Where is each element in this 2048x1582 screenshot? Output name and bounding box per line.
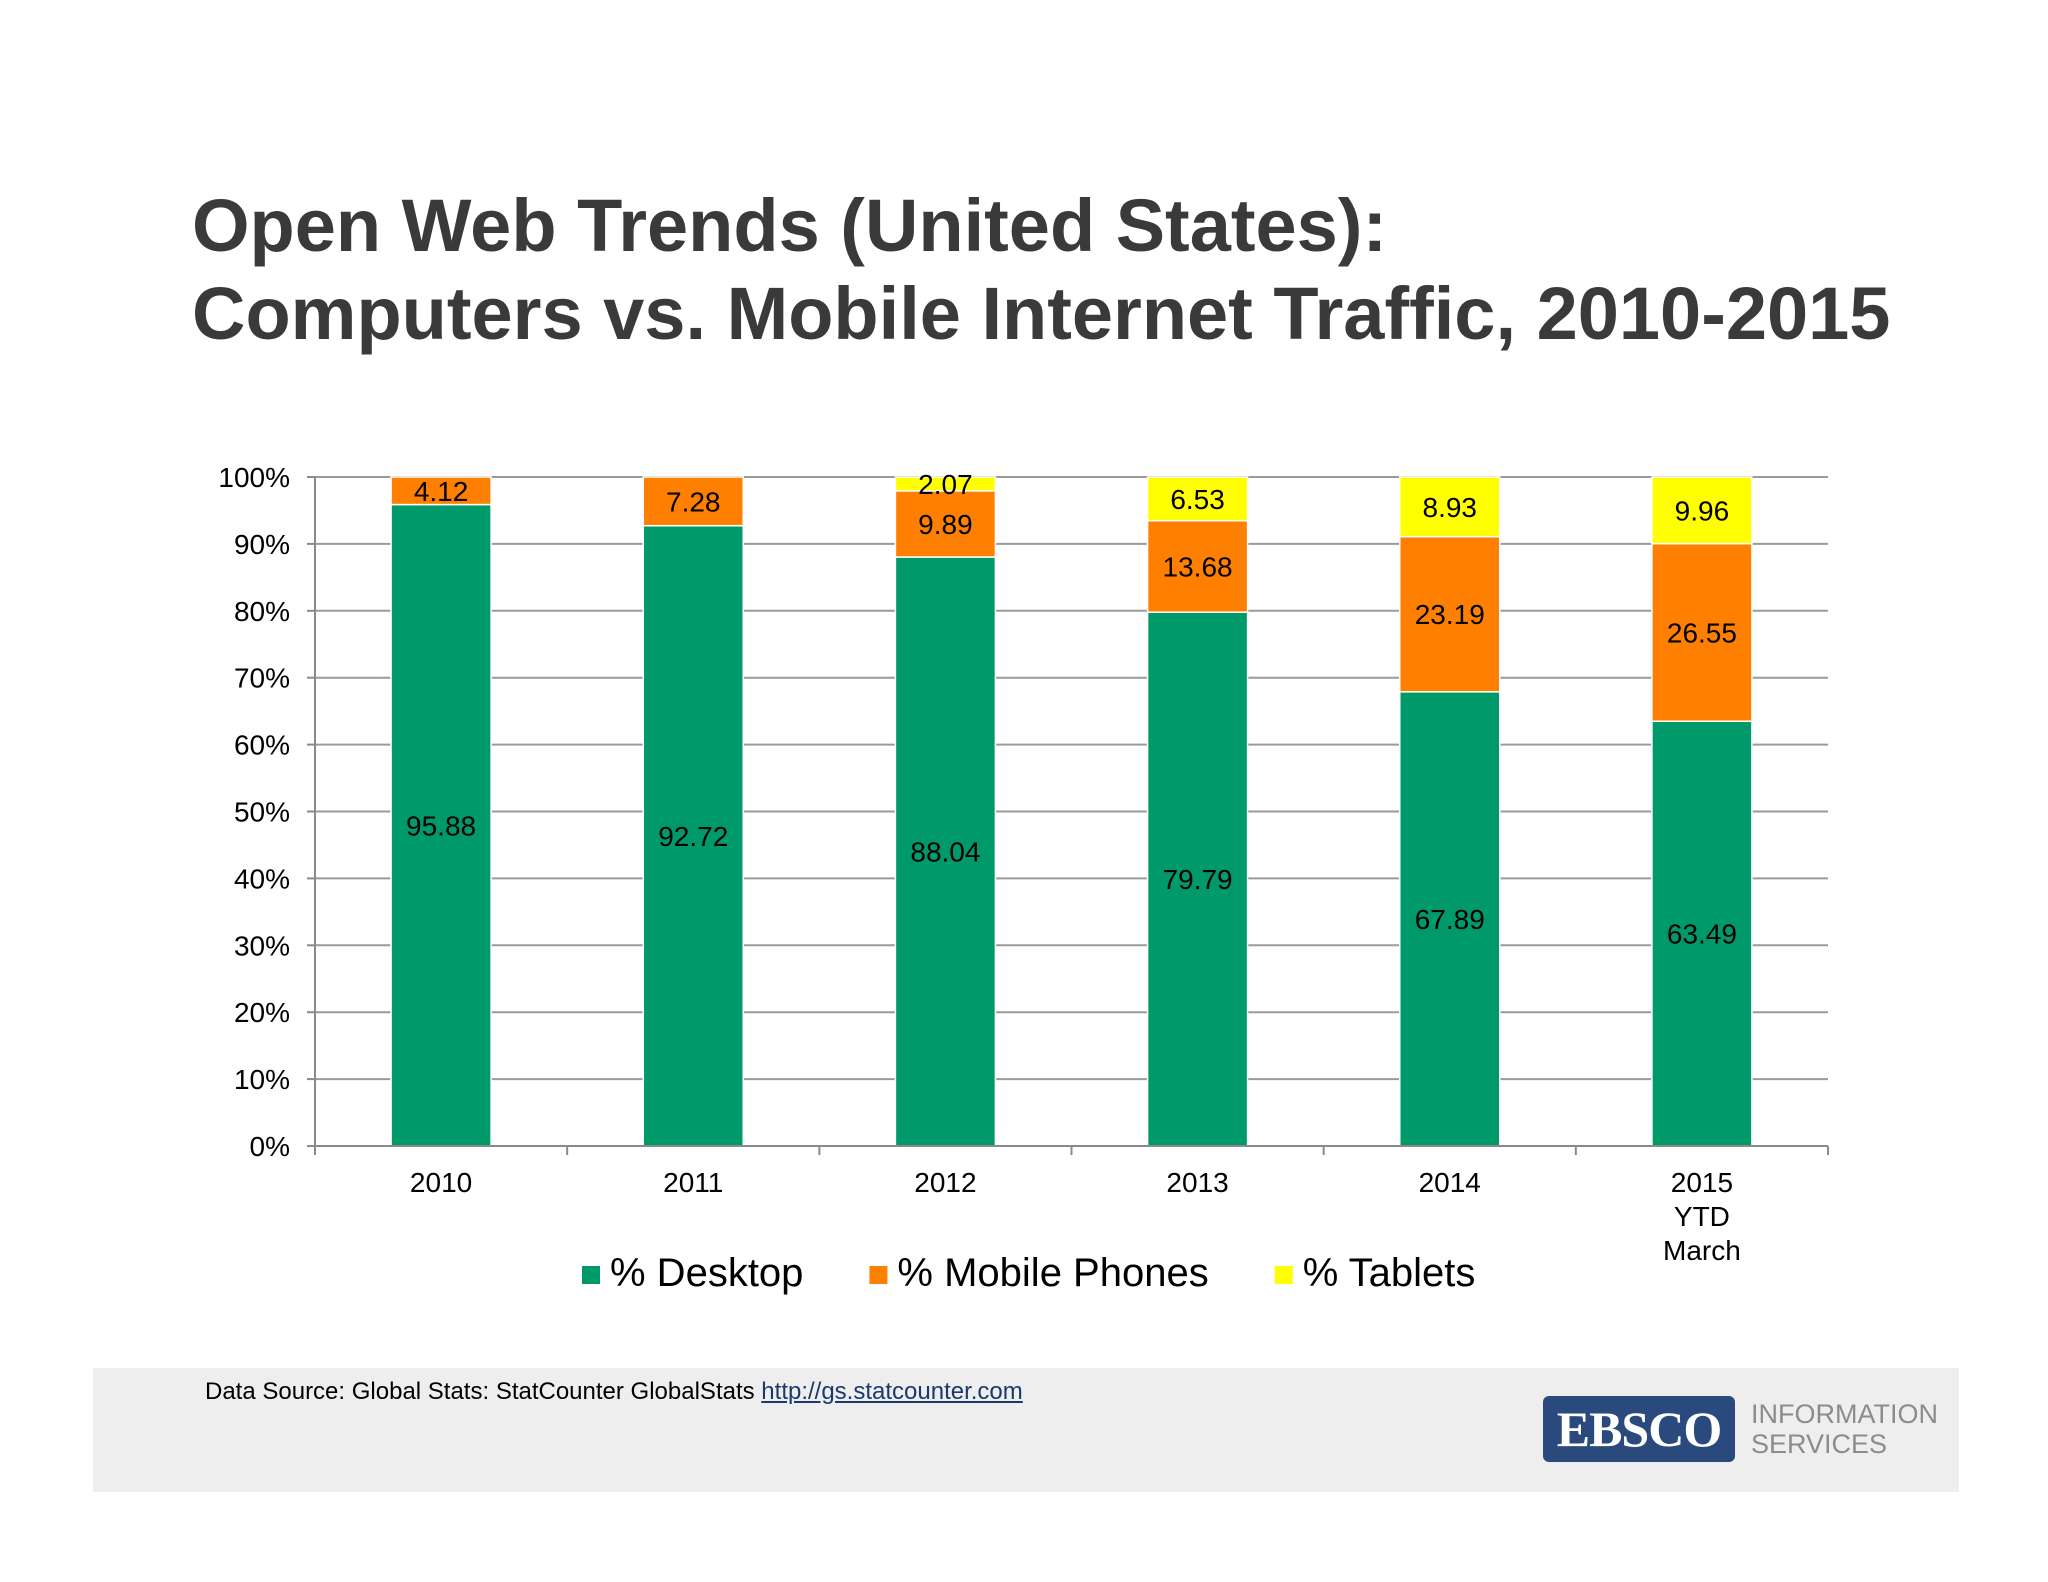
logo-tagline-line-2: SERVICES xyxy=(1751,1429,1888,1459)
y-tick-label: 40% xyxy=(234,863,290,894)
legend-label: % Tablets xyxy=(1303,1251,1476,1295)
data-label: 95.88 xyxy=(406,810,476,841)
data-label: 88.04 xyxy=(910,837,980,868)
legend: % Desktop % Mobile Phones % Tablets xyxy=(582,1251,1475,1295)
x-tick-label: March xyxy=(1663,1235,1741,1266)
legend-label: % Mobile Phones xyxy=(897,1251,1208,1295)
bar-segment xyxy=(1399,691,1501,1147)
y-tick-label: 80% xyxy=(234,596,290,627)
x-tick-label: 2012 xyxy=(914,1167,976,1198)
bar-segment xyxy=(642,476,744,527)
y-tick-label: 50% xyxy=(234,797,290,828)
data-source-link[interactable]: http://gs.statcounter.com xyxy=(761,1378,1023,1405)
data-label: 67.89 xyxy=(1415,904,1485,935)
bar-segment xyxy=(390,476,492,506)
data-label: 13.68 xyxy=(1163,551,1233,582)
data-label: 23.19 xyxy=(1415,599,1485,630)
bar-segment xyxy=(1146,476,1249,522)
data-label: 6.53 xyxy=(1170,484,1225,515)
x-tick-label: 2010 xyxy=(410,1167,472,1198)
bar-segment xyxy=(894,476,997,492)
stacked-bar-chart: 0% 10% 20% 30% 40% 50% 60% 70% 80% 90% 100% 2010 201… xyxy=(218,462,1829,1295)
y-tick-label: 100% xyxy=(218,462,290,493)
bar-segment xyxy=(1399,535,1501,693)
y-tick-label: 90% xyxy=(234,529,290,560)
x-tick-label: YTD xyxy=(1674,1201,1730,1232)
logo-wordmark: EBSCO xyxy=(1543,1396,1735,1462)
ebsco-logo: EBSCO INFORMATION SERVICES xyxy=(1543,1396,1938,1462)
title-line-1: Open Web Trends (United States): xyxy=(192,184,1388,267)
data-label: 79.79 xyxy=(1163,864,1233,895)
legend-label: % Desktop xyxy=(610,1251,803,1295)
y-tick-label: 70% xyxy=(234,663,290,694)
bar-segment xyxy=(1146,519,1249,613)
title-line-2: Computers vs. Mobile Internet Traffic, 2… xyxy=(192,272,1891,355)
data-source: Data Source: Global Stats: StatCounter G… xyxy=(205,1378,1023,1406)
y-tick-label: 0% xyxy=(250,1131,290,1162)
data-label: 92.72 xyxy=(658,821,728,852)
bar-segment xyxy=(1651,476,1753,545)
x-tick-label: 2013 xyxy=(1166,1167,1228,1198)
y-tick-label: 30% xyxy=(234,930,290,961)
y-tick-label: 10% xyxy=(234,1064,290,1095)
data-label: 63.49 xyxy=(1667,919,1737,950)
bar-segment xyxy=(894,490,997,558)
axes: 0% 10% 20% 30% 40% 50% 60% 70% 80% 90% 100% 2010 201… xyxy=(218,462,1829,1266)
x-tick-label: 2015 xyxy=(1671,1167,1733,1198)
bar-segment xyxy=(1651,720,1753,1147)
data-source-text: Data Source: Global Stats: StatCounter G… xyxy=(205,1378,755,1405)
legend-swatch xyxy=(582,1266,600,1284)
data-label: 8.93 xyxy=(1423,492,1478,523)
bar-segment xyxy=(390,503,492,1147)
logo-tagline: INFORMATION SERVICES xyxy=(1751,1399,1938,1459)
data-label: 7.28 xyxy=(666,486,721,517)
footer-band: Data Source: Global Stats: StatCounter G… xyxy=(93,1368,1959,1492)
data-label: 2.07 xyxy=(918,469,973,500)
x-tick-label: 2014 xyxy=(1419,1167,1481,1198)
data-labels: 95.88 4.12 92.72 7.28 88.04 9.89 2.07 79.79 13.6… xyxy=(406,469,1737,950)
legend-swatch xyxy=(869,1266,888,1284)
bar-segment xyxy=(1399,476,1501,538)
y-tick-label: 20% xyxy=(234,997,290,1028)
bar-segment xyxy=(1146,611,1249,1147)
data-label: 9.96 xyxy=(1675,495,1730,526)
legend-swatch xyxy=(1274,1266,1293,1284)
x-tick-label: 2011 xyxy=(663,1167,723,1198)
page-title: Open Web Trends (United States): Compute… xyxy=(192,182,1952,358)
bars xyxy=(390,476,1753,1147)
data-label: 26.55 xyxy=(1667,617,1737,648)
gridlines xyxy=(315,476,1828,1081)
bar-segment xyxy=(1651,542,1753,723)
data-label: 4.12 xyxy=(414,476,469,507)
bar-segment xyxy=(894,556,997,1147)
y-tick-label: 60% xyxy=(234,730,290,761)
data-label: 9.89 xyxy=(918,509,973,540)
logo-tagline-line-1: INFORMATION xyxy=(1751,1399,1938,1429)
